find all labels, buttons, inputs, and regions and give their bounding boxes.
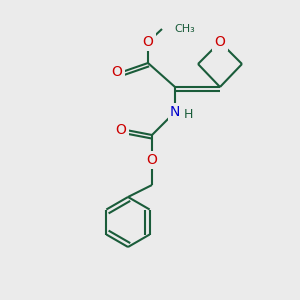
Text: O: O xyxy=(142,35,153,49)
Text: O: O xyxy=(214,35,225,49)
Text: CH₃: CH₃ xyxy=(174,24,195,34)
Text: H: H xyxy=(184,107,194,121)
Text: O: O xyxy=(116,123,126,137)
Text: O: O xyxy=(112,65,122,79)
Text: O: O xyxy=(147,153,158,167)
Text: N: N xyxy=(170,105,180,119)
